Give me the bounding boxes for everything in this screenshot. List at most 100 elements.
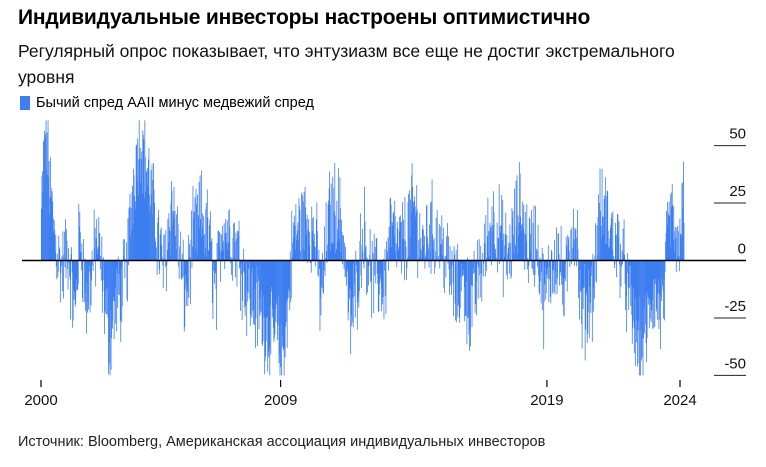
spread-bar — [260, 260, 261, 299]
spread-bar — [116, 260, 118, 274]
spread-bar — [177, 206, 178, 261]
spread-bar — [236, 260, 238, 287]
spread-bar — [321, 260, 322, 286]
spread-bar — [519, 173, 521, 261]
spread-bar — [311, 206, 313, 261]
spread-bar — [452, 260, 453, 265]
spread-bar — [552, 260, 553, 294]
spread-bar — [667, 215, 669, 261]
spread-bar — [459, 260, 461, 323]
spread-bar — [208, 250, 210, 261]
spread-bar — [315, 247, 317, 261]
spread-bar — [304, 250, 305, 261]
spread-bar — [446, 256, 448, 261]
spread-bar — [344, 260, 346, 278]
spread-bar — [509, 224, 511, 261]
spread-bar — [625, 260, 627, 297]
spread-bar — [124, 258, 126, 261]
spread-bar — [285, 260, 287, 323]
spread-bar — [616, 260, 617, 278]
spread-bar — [431, 201, 432, 261]
spread-bar — [108, 260, 110, 364]
spread-bar — [159, 234, 161, 261]
spread-bar — [519, 162, 521, 261]
spread-bar — [549, 260, 551, 297]
spread-bar — [86, 260, 88, 283]
spread-bar — [644, 260, 646, 295]
spread-bar — [644, 260, 645, 334]
spread-bar — [238, 231, 239, 261]
spread-bar — [449, 260, 450, 295]
spread-bar — [281, 260, 283, 336]
spread-bar — [383, 260, 385, 320]
spread-bar — [590, 260, 592, 314]
spread-bar — [221, 243, 223, 261]
spread-bar — [627, 260, 629, 288]
spread-bar — [555, 260, 556, 273]
spread-bar — [143, 139, 145, 261]
spread-bar — [99, 232, 101, 261]
spread-bar — [237, 230, 238, 261]
spread-bar — [162, 260, 164, 266]
spread-bar — [54, 229, 56, 261]
spread-bar — [599, 168, 601, 261]
spread-bar — [57, 260, 59, 278]
spread-bar — [364, 221, 366, 261]
spread-bar — [316, 202, 318, 261]
spread-bar — [253, 260, 255, 310]
spread-bar — [568, 236, 570, 261]
spread-bar — [209, 211, 211, 261]
spread-bar — [386, 241, 387, 261]
spread-bar — [332, 176, 334, 261]
chart-title: Индивидуальные инвесторы настроены оптим… — [18, 6, 591, 29]
spread-bar — [525, 240, 527, 261]
spread-bar — [659, 260, 660, 295]
spread-bar — [303, 201, 304, 261]
spread-bar — [326, 250, 327, 261]
spread-bar — [653, 260, 655, 283]
spread-bar — [630, 260, 632, 286]
spread-bar — [361, 260, 362, 288]
spread-bar — [458, 260, 460, 318]
spread-bar — [61, 256, 63, 261]
spread-bar — [334, 215, 336, 261]
spread-bar — [256, 260, 257, 267]
spread-bar — [288, 260, 290, 292]
spread-bar — [166, 260, 168, 266]
spread-bar — [110, 260, 112, 370]
spread-bar — [392, 225, 394, 261]
spread-bar — [159, 260, 161, 275]
spread-bar — [638, 260, 640, 364]
spread-bar — [296, 234, 298, 261]
spread-bar — [66, 240, 68, 261]
spread-bar — [556, 227, 557, 261]
spread-bar — [484, 243, 486, 261]
spread-bar — [565, 260, 567, 282]
spread-bar — [108, 260, 109, 375]
spread-bar — [421, 249, 423, 261]
spread-bar — [547, 260, 549, 279]
spread-bar — [669, 247, 671, 261]
spread-bar — [306, 214, 308, 261]
spread-bar — [676, 257, 678, 261]
spread-bar — [586, 260, 588, 344]
spread-bar — [660, 260, 661, 350]
spread-bar — [547, 245, 549, 261]
spread-bar — [615, 235, 617, 261]
spread-bar — [295, 204, 297, 261]
spread-bar — [593, 260, 595, 288]
spread-bar — [575, 230, 576, 261]
spread-bar — [196, 254, 198, 261]
spread-bar — [680, 233, 682, 261]
spread-bar — [429, 250, 431, 261]
spread-bar — [474, 260, 475, 273]
spread-bar — [600, 225, 602, 261]
spread-bar — [590, 260, 592, 267]
spread-bar — [393, 211, 395, 261]
spread-bar — [64, 260, 66, 268]
spread-bar — [487, 256, 489, 261]
spread-bar — [305, 207, 307, 261]
spread-bar — [670, 207, 672, 261]
spread-bar — [287, 260, 289, 298]
spread-bar — [353, 260, 355, 264]
